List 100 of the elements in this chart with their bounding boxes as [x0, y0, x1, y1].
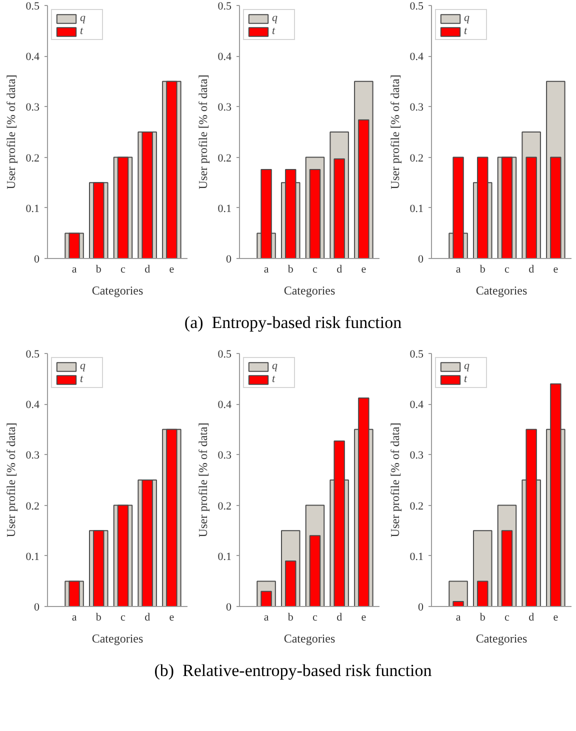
bar [358, 398, 370, 606]
legend-label: t [80, 373, 84, 385]
y-tick-label: 0.5 [410, 348, 424, 360]
y-tick-label: 0.1 [410, 550, 424, 563]
legend-label: q [464, 360, 470, 372]
y-tick-label: 0.3 [218, 450, 232, 462]
x-tick-label: a [264, 612, 269, 624]
legend-label: t [464, 25, 468, 37]
y-tick-label: 0.1 [26, 550, 40, 563]
y-axis-title: User profile [% of data] [4, 74, 18, 190]
bar [550, 383, 562, 606]
y-tick-label: 0 [418, 602, 424, 614]
x-tick-label: d [336, 264, 343, 276]
x-tick-label: b [96, 264, 102, 276]
x-tick-label: b [96, 612, 102, 624]
x-tick-label: a [456, 264, 461, 276]
y-axis-title: User profile [% of data] [388, 422, 402, 538]
x-tick-label: c [312, 612, 318, 624]
y-tick-label: 0.1 [26, 202, 40, 215]
x-tick-label: d [144, 264, 151, 276]
y-tick-label: 0.1 [218, 550, 232, 563]
y-axis-title: User profile [% of data] [196, 74, 210, 190]
y-tick-label: 0.3 [218, 102, 232, 114]
y-tick-label: 0.3 [26, 102, 40, 114]
y-tick-label: 0.2 [218, 152, 232, 164]
x-tick-label: b [288, 264, 294, 276]
y-axis-title: User profile [% of data] [4, 422, 18, 538]
y-tick-label: 0.3 [26, 450, 40, 462]
x-tick-label: e [169, 612, 174, 624]
x-tick-label: d [144, 612, 151, 624]
y-tick-label: 0.4 [26, 399, 40, 412]
legend-label: q [80, 12, 86, 24]
y-tick-label: 0.3 [410, 450, 424, 462]
bar [477, 156, 488, 258]
y-tick-label: 0.4 [218, 51, 232, 64]
y-tick-label: 0.2 [410, 500, 424, 512]
x-axis-title: Categories [284, 284, 336, 298]
y-tick-label: 0.4 [26, 51, 40, 64]
y-axis-title: User profile [% of data] [196, 422, 210, 538]
y-tick-label: 0.2 [26, 500, 40, 512]
bar [285, 168, 296, 258]
bar [452, 156, 464, 258]
y-axis-title: User profile [% of data] [388, 74, 402, 190]
y-tick-label: 0.5 [218, 0, 232, 12]
y-tick-label: 0.3 [410, 102, 424, 114]
y-tick-label: 0 [226, 602, 232, 614]
x-tick-label: c [504, 612, 510, 624]
y-tick-label: 0.4 [218, 399, 232, 412]
legend-label: t [80, 25, 84, 37]
text: (a) Entropy-based risk function [184, 312, 402, 334]
x-tick-label: c [120, 612, 126, 624]
y-tick-label: 0.1 [410, 202, 424, 215]
y-tick-label: 0.2 [410, 152, 424, 164]
legend-label: q [464, 12, 470, 24]
bar [260, 168, 272, 258]
x-tick-label: e [553, 612, 558, 624]
y-tick-label: 0.5 [218, 348, 232, 360]
x-tick-label: e [553, 264, 558, 276]
y-tick-label: 0 [34, 254, 40, 266]
x-tick-label: d [336, 612, 343, 624]
y-tick-label: 0 [418, 254, 424, 266]
x-tick-label: d [528, 264, 535, 276]
text: (b) Relative-entropy-based risk function [154, 660, 432, 682]
legend-label: t [272, 373, 276, 385]
x-axis-title: Categories [284, 632, 336, 646]
y-tick-label: 0.2 [26, 152, 40, 164]
legend-label: q [80, 360, 86, 372]
y-tick-label: 0.2 [218, 500, 232, 512]
legend-label: q [272, 360, 278, 372]
x-tick-label: b [480, 264, 486, 276]
bar [526, 428, 537, 606]
x-tick-label: a [456, 612, 461, 624]
x-tick-label: b [480, 612, 486, 624]
y-tick-label: 0.4 [410, 51, 424, 64]
y-tick-label: 0.5 [26, 0, 40, 12]
legend-label: q [272, 12, 278, 24]
x-tick-label: a [264, 264, 269, 276]
y-tick-label: 0.5 [26, 348, 40, 360]
x-axis-title: Categories [92, 632, 144, 646]
legend-label: t [464, 373, 468, 385]
x-tick-label: e [169, 264, 174, 276]
x-tick-label: d [528, 612, 535, 624]
x-tick-label: c [504, 264, 510, 276]
x-tick-label: a [72, 612, 77, 624]
x-tick-label: e [361, 264, 366, 276]
x-axis-title: Categories [476, 632, 528, 646]
y-tick-label: 0 [34, 602, 40, 614]
bar [334, 440, 345, 606]
x-axis-title: Categories [476, 284, 528, 298]
y-tick-label: 0.1 [218, 202, 232, 215]
y-tick-label: 0.4 [410, 399, 424, 412]
x-tick-label: c [312, 264, 318, 276]
x-tick-label: a [72, 264, 77, 276]
x-tick-label: c [120, 264, 126, 276]
y-tick-label: 0 [226, 254, 232, 266]
y-tick-label: 0.5 [410, 0, 424, 12]
x-tick-label: b [288, 612, 294, 624]
legend-label: t [272, 25, 276, 37]
x-axis-title: Categories [92, 284, 144, 298]
x-tick-label: e [361, 612, 366, 624]
